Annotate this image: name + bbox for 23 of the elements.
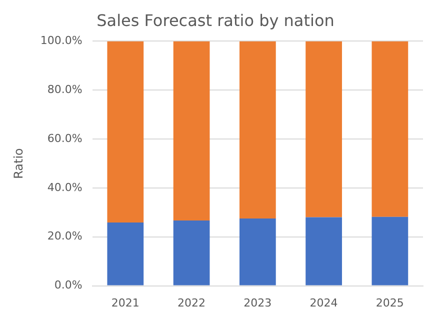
bar [306, 41, 342, 218]
y-tick-label: 60.0% [47, 132, 82, 145]
x-tick-label: 2022 [178, 296, 206, 310]
bar [239, 41, 276, 219]
y-tick-label: 0.0% [54, 278, 82, 292]
y-tick-label: 40.0% [47, 180, 82, 194]
x-tick-label: 2021 [111, 296, 140, 310]
y-axis-title: Ratio [11, 148, 26, 179]
bar [372, 41, 408, 217]
y-tick-label: 80.0% [47, 82, 82, 96]
bar [107, 41, 144, 222]
bar [306, 217, 342, 286]
x-tick-label: 2023 [244, 296, 272, 310]
y-tick-label: 20.0% [47, 230, 82, 243]
bar [239, 218, 276, 286]
bar [372, 216, 408, 286]
bar [107, 222, 144, 286]
bar [173, 220, 210, 286]
bar [173, 41, 210, 220]
x-tick-label: 2025 [376, 296, 404, 310]
y-tick-label: 100.0% [40, 34, 82, 48]
chart-title: Sales Forecast ratio by nation [96, 10, 334, 30]
x-tick-label: 2024 [310, 296, 338, 310]
